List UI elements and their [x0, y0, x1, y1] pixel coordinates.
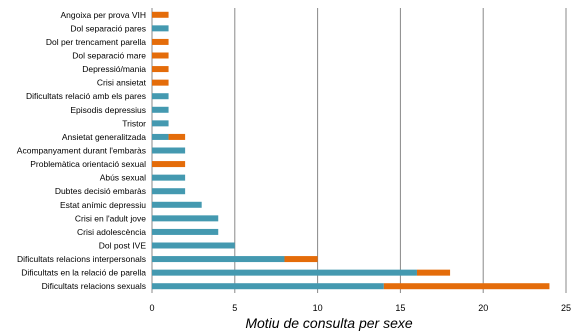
- bar-segment-series-2: [168, 133, 186, 140]
- category-label: Episodis depressius: [70, 105, 146, 115]
- x-tick-label: 10: [313, 303, 323, 313]
- category-label: Tristor: [122, 118, 146, 128]
- x-axis-title: Motiu de consulta per sexe: [245, 315, 413, 331]
- bar-segment-series-1: [152, 133, 169, 140]
- category-label: Problemàtica orientació sexual: [30, 159, 146, 169]
- bar-segment-series-1: [152, 174, 186, 181]
- bar-segment-series-1: [152, 188, 186, 195]
- category-label: Crisi adolescència: [77, 227, 146, 237]
- x-tick-label: 20: [478, 303, 488, 313]
- category-label: Dubtes decisió embaràs: [55, 186, 146, 196]
- bar-segment-series-2: [416, 269, 451, 276]
- bar-segment-series-2: [152, 79, 169, 86]
- bar-segment-series-1: [152, 283, 384, 290]
- bar-segment-series-1: [152, 228, 219, 235]
- category-label: Dol separació pares: [70, 23, 146, 33]
- bar-segment-series-1: [152, 269, 417, 276]
- category-label: Dificultats en la relació de parella: [21, 268, 146, 278]
- x-tick-label: 15: [395, 303, 405, 313]
- bar-segment-series-1: [152, 256, 285, 263]
- category-label: Abús sexual: [100, 173, 146, 183]
- bar-segment-series-2: [152, 52, 169, 59]
- category-label: Depressió/mania: [82, 64, 146, 74]
- category-label: Ansietat generalitzada: [62, 132, 146, 142]
- bar-segment-series-1: [152, 201, 202, 208]
- category-label: Crisi ansietat: [97, 78, 147, 88]
- category-label: Dol post IVE: [99, 241, 147, 251]
- bar-segment-series-2: [152, 161, 186, 168]
- bar-segment-series-2: [152, 66, 169, 73]
- category-label: Dol per trencament parella: [46, 37, 146, 47]
- category-label: Estat anímic depressiu: [60, 200, 146, 210]
- category-label: Dol separació mare: [72, 51, 146, 61]
- x-tick-label: 0: [149, 303, 154, 313]
- bar-segment-series-1: [152, 242, 235, 249]
- x-tick-label: 5: [232, 303, 237, 313]
- bar-segment-series-1: [152, 215, 219, 222]
- bar-segment-series-2: [383, 283, 550, 290]
- bar-segment-series-2: [284, 256, 318, 263]
- category-label: Angoixa per prova VIH: [60, 10, 146, 20]
- bar-segment-series-1: [152, 25, 169, 32]
- category-label: Crisi en l'adult jove: [75, 213, 146, 223]
- bar-segment-series-1: [152, 106, 169, 113]
- gridlines: [151, 8, 567, 293]
- category-label: Acompanyament durant l'embaràs: [17, 146, 146, 156]
- x-tick-label: 25: [561, 303, 571, 313]
- bar-segment-series-2: [152, 38, 169, 45]
- bar-segment-series-1: [152, 120, 169, 127]
- bars: [152, 11, 550, 290]
- x-tick-labels: 0 5 10 15 20 25: [149, 303, 571, 313]
- category-label: Dificultats relació amb els pares: [26, 91, 146, 101]
- category-label: Dificultats relacions sexuals: [42, 281, 146, 291]
- bar-segment-series-1: [152, 93, 169, 100]
- category-label: Dificultats relacions interpersonals: [17, 254, 146, 264]
- bar-segment-series-2: [152, 11, 169, 18]
- bar-segment-series-1: [152, 147, 186, 154]
- category-labels: Angoixa per prova VIH Dol separació pares…: [17, 10, 147, 291]
